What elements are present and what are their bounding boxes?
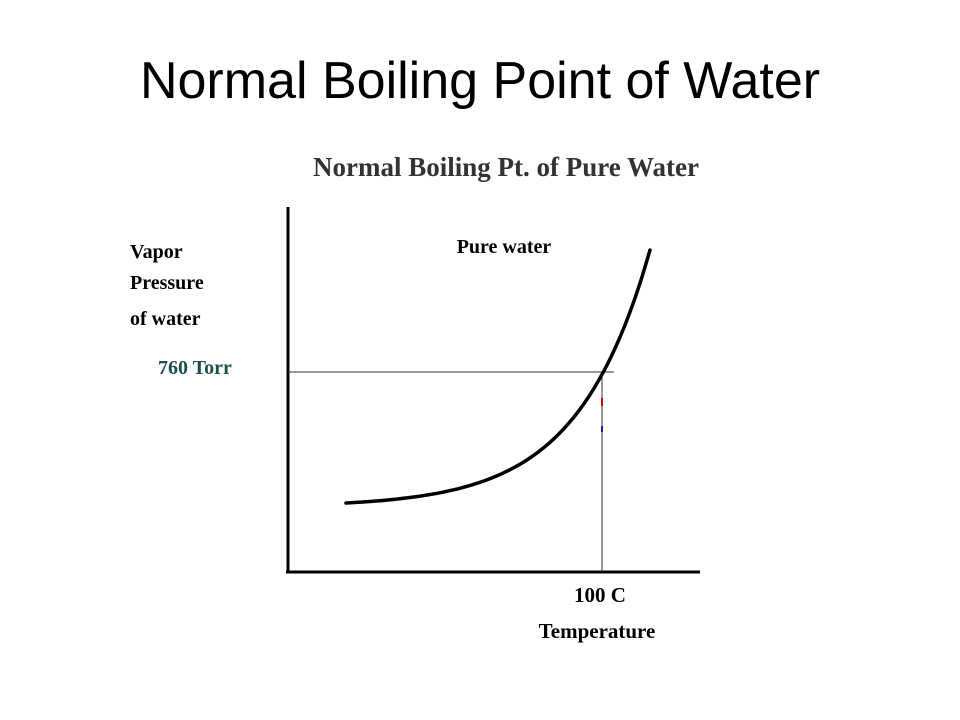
x-reference-label: 100 C bbox=[574, 583, 626, 607]
y-axis-label-line-3: of water bbox=[130, 308, 201, 330]
y-axis-label-line-1: Vapor bbox=[130, 241, 183, 263]
slide-title: Normal Boiling Point of Water bbox=[139, 52, 821, 110]
series-label-pure-water: Pure water bbox=[457, 236, 552, 258]
series-line-pure-water bbox=[344, 248, 652, 505]
x-axis-label: Temperature bbox=[539, 619, 656, 643]
chart-title: Normal Boiling Pt. of Pure Water bbox=[313, 152, 699, 182]
y-reference-label: 760 Torr bbox=[158, 357, 232, 379]
y-axis-label-line-2: Pressure bbox=[130, 272, 204, 294]
